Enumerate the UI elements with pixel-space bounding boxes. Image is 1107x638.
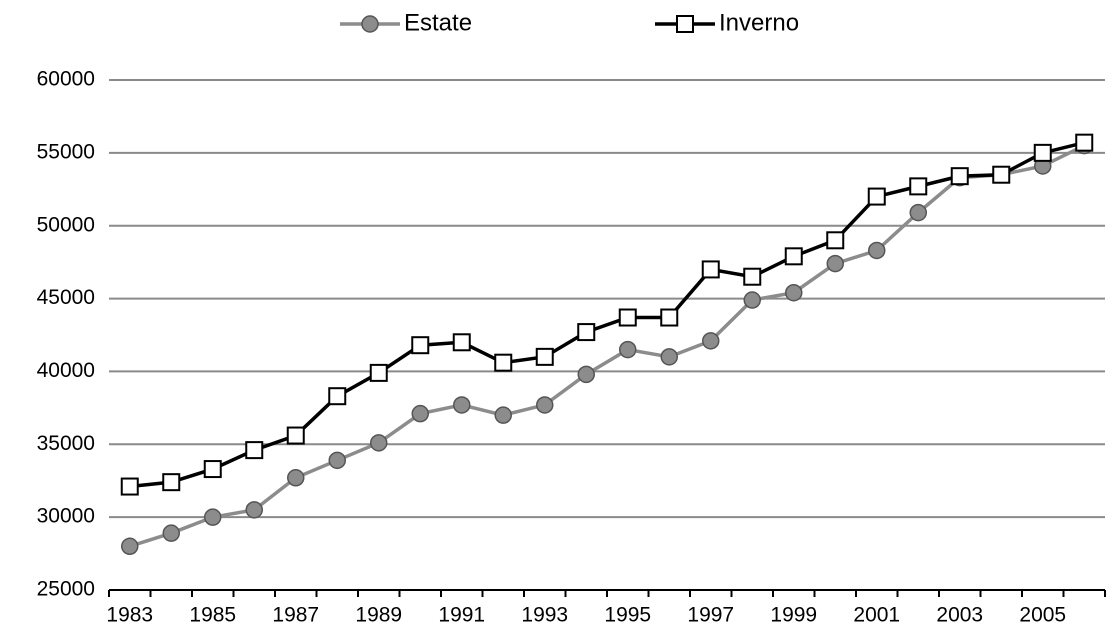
marker (1033, 143, 1052, 162)
marker (369, 363, 388, 382)
marker (535, 347, 554, 366)
x-tick-label: 1999 (770, 604, 817, 627)
x-tick-label: 1991 (438, 604, 485, 627)
marker (245, 501, 263, 519)
marker (328, 387, 347, 406)
x-tick-label: 1995 (604, 604, 651, 627)
marker (785, 283, 803, 302)
marker (494, 353, 513, 372)
marker (950, 167, 969, 186)
marker (536, 396, 554, 414)
x-tick-label: 1983 (106, 604, 153, 627)
y-tick-label: 30000 (37, 505, 95, 528)
x-tick-label: 2005 (1019, 604, 1066, 627)
y-tick-label: 40000 (37, 359, 95, 382)
marker (909, 203, 927, 222)
marker (245, 441, 264, 460)
legend-label: Estate (404, 9, 472, 36)
x-tick-label: 1987 (272, 604, 319, 627)
marker (618, 308, 637, 327)
marker (660, 348, 678, 366)
marker (743, 291, 761, 309)
x-tick-label: 1989 (355, 604, 402, 627)
marker (868, 241, 886, 260)
marker (203, 460, 222, 479)
marker (204, 508, 222, 526)
marker (619, 340, 637, 359)
legend-label: Inverno (719, 9, 799, 36)
marker (121, 537, 139, 556)
marker (577, 323, 596, 342)
legend-marker (361, 15, 379, 33)
marker (826, 254, 844, 273)
marker (411, 336, 430, 355)
y-tick-label: 55000 (37, 140, 95, 163)
marker (411, 404, 429, 423)
x-tick-label: 1993 (521, 604, 568, 627)
legend-marker (676, 15, 694, 33)
marker (370, 434, 388, 452)
marker (162, 524, 180, 542)
marker (287, 469, 305, 487)
marker (867, 187, 886, 206)
marker (743, 267, 762, 286)
marker (120, 477, 139, 496)
x-tick-label: 2001 (853, 604, 900, 627)
marker (328, 451, 346, 470)
marker (992, 165, 1011, 184)
series-line (129, 144, 1086, 548)
marker (453, 396, 471, 414)
x-tick-label: 1985 (189, 604, 236, 627)
x-tick-label: 2003 (936, 604, 983, 627)
marker (1075, 133, 1094, 152)
marker (494, 406, 512, 424)
marker (452, 333, 471, 352)
marker (701, 260, 720, 279)
marker (286, 426, 305, 445)
marker (577, 365, 595, 384)
y-tick-label: 45000 (37, 286, 95, 309)
y-tick-label: 50000 (37, 213, 95, 236)
x-tick-label: 1997 (687, 604, 734, 627)
y-tick-label: 35000 (37, 432, 95, 455)
y-tick-label: 25000 (37, 578, 95, 601)
marker (909, 177, 928, 196)
marker (162, 473, 181, 492)
marker (702, 332, 720, 350)
marker (784, 247, 803, 266)
y-tick-label: 60000 (37, 68, 95, 91)
marker (826, 231, 845, 250)
marker (660, 308, 679, 327)
